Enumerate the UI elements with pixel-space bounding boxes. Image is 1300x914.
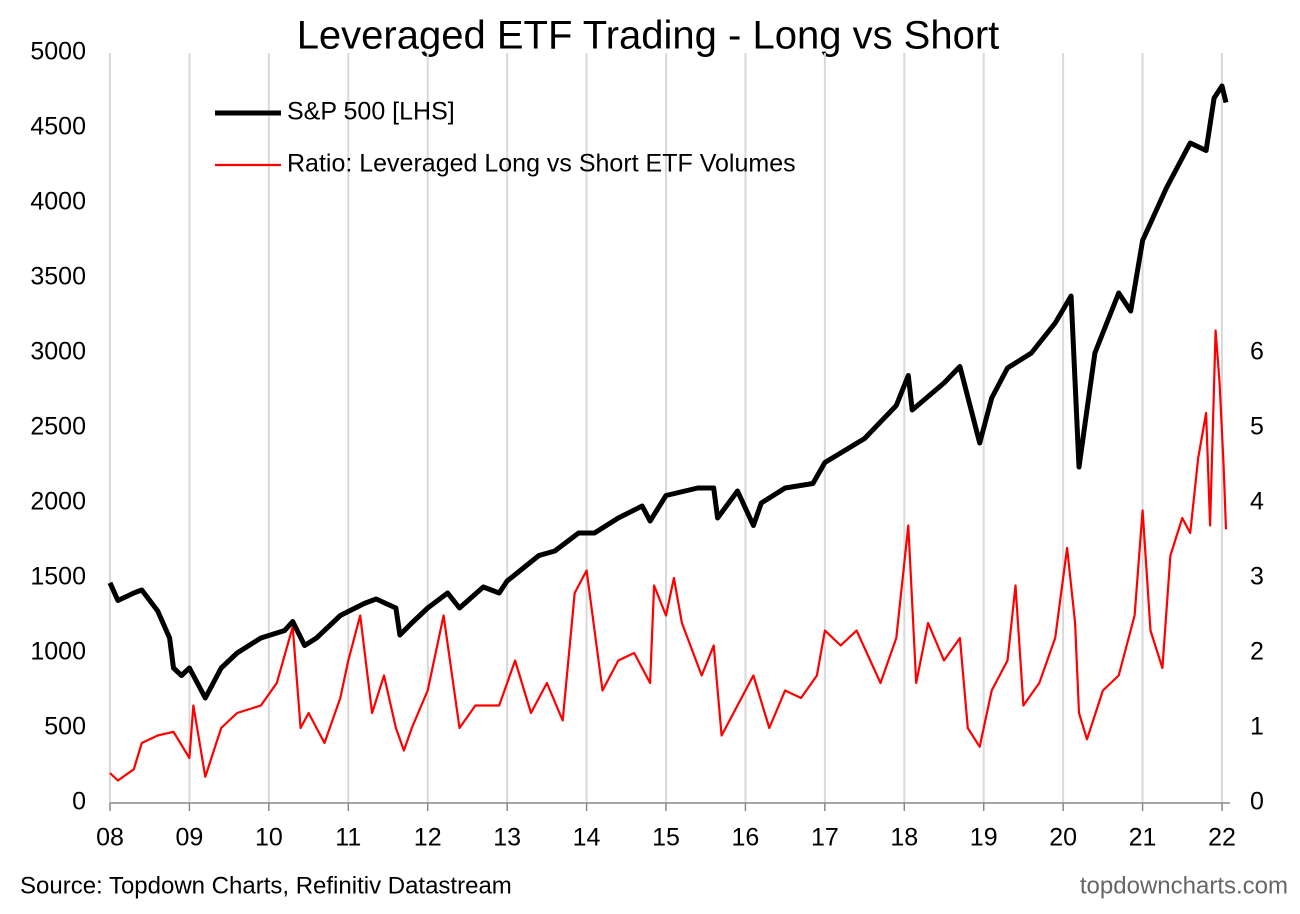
x-tick-label: 20: [1049, 824, 1077, 852]
x-tick-label: 21: [1129, 824, 1157, 852]
y2-tick-label: 5: [1250, 413, 1264, 441]
y-tick-label: 500: [44, 713, 86, 741]
y2-tick-label: 3: [1250, 563, 1264, 591]
y2-tick-label: 1: [1250, 713, 1264, 741]
y-tick-label: 3500: [30, 263, 86, 291]
legend-label: Ratio: Leveraged Long vs Short ETF Volum…: [287, 150, 796, 178]
y-tick-label: 2500: [30, 413, 86, 441]
y2-tick-label: 4: [1250, 488, 1264, 516]
y2-tick-label: 6: [1250, 338, 1264, 366]
x-tick-label: 09: [176, 824, 204, 852]
x-tick-label: 11: [335, 824, 361, 852]
watermark: topdowncharts.com: [1080, 872, 1288, 899]
x-tick-label: 19: [970, 824, 998, 852]
x-tick-label: 13: [493, 824, 521, 852]
x-tick-label: 18: [890, 824, 918, 852]
x-tick-label: 16: [732, 824, 760, 852]
y-tick-label: 1500: [30, 563, 86, 591]
x-tick-label: 12: [414, 824, 442, 852]
x-tick-label: 10: [255, 824, 283, 852]
x-tick-label: 17: [811, 824, 839, 852]
y-tick-label: 3000: [30, 338, 86, 366]
y2-tick-label: 2: [1250, 638, 1264, 666]
y-tick-label: 2000: [30, 488, 86, 516]
y-tick-label: 5000: [30, 38, 86, 66]
y-tick-label: 0: [72, 788, 86, 816]
y2-tick-label: 0: [1250, 788, 1264, 816]
y-tick-label: 1000: [30, 638, 86, 666]
y-tick-label: 4500: [30, 113, 86, 141]
x-tick-label: 14: [573, 824, 601, 852]
y-tick-label: 4000: [30, 188, 86, 216]
x-tick-label: 22: [1208, 824, 1236, 852]
chart-title: Leveraged ETF Trading - Long vs Short: [297, 14, 1000, 58]
series-line: [109, 329, 1228, 782]
source: Source: Topdown Charts, Refinitiv Datast…: [20, 872, 512, 899]
legend-label: S&P 500 [LHS]: [287, 98, 455, 126]
series-line: [107, 83, 1229, 701]
x-tick-label: 08: [96, 824, 124, 852]
x-tick-label: 15: [652, 824, 680, 852]
